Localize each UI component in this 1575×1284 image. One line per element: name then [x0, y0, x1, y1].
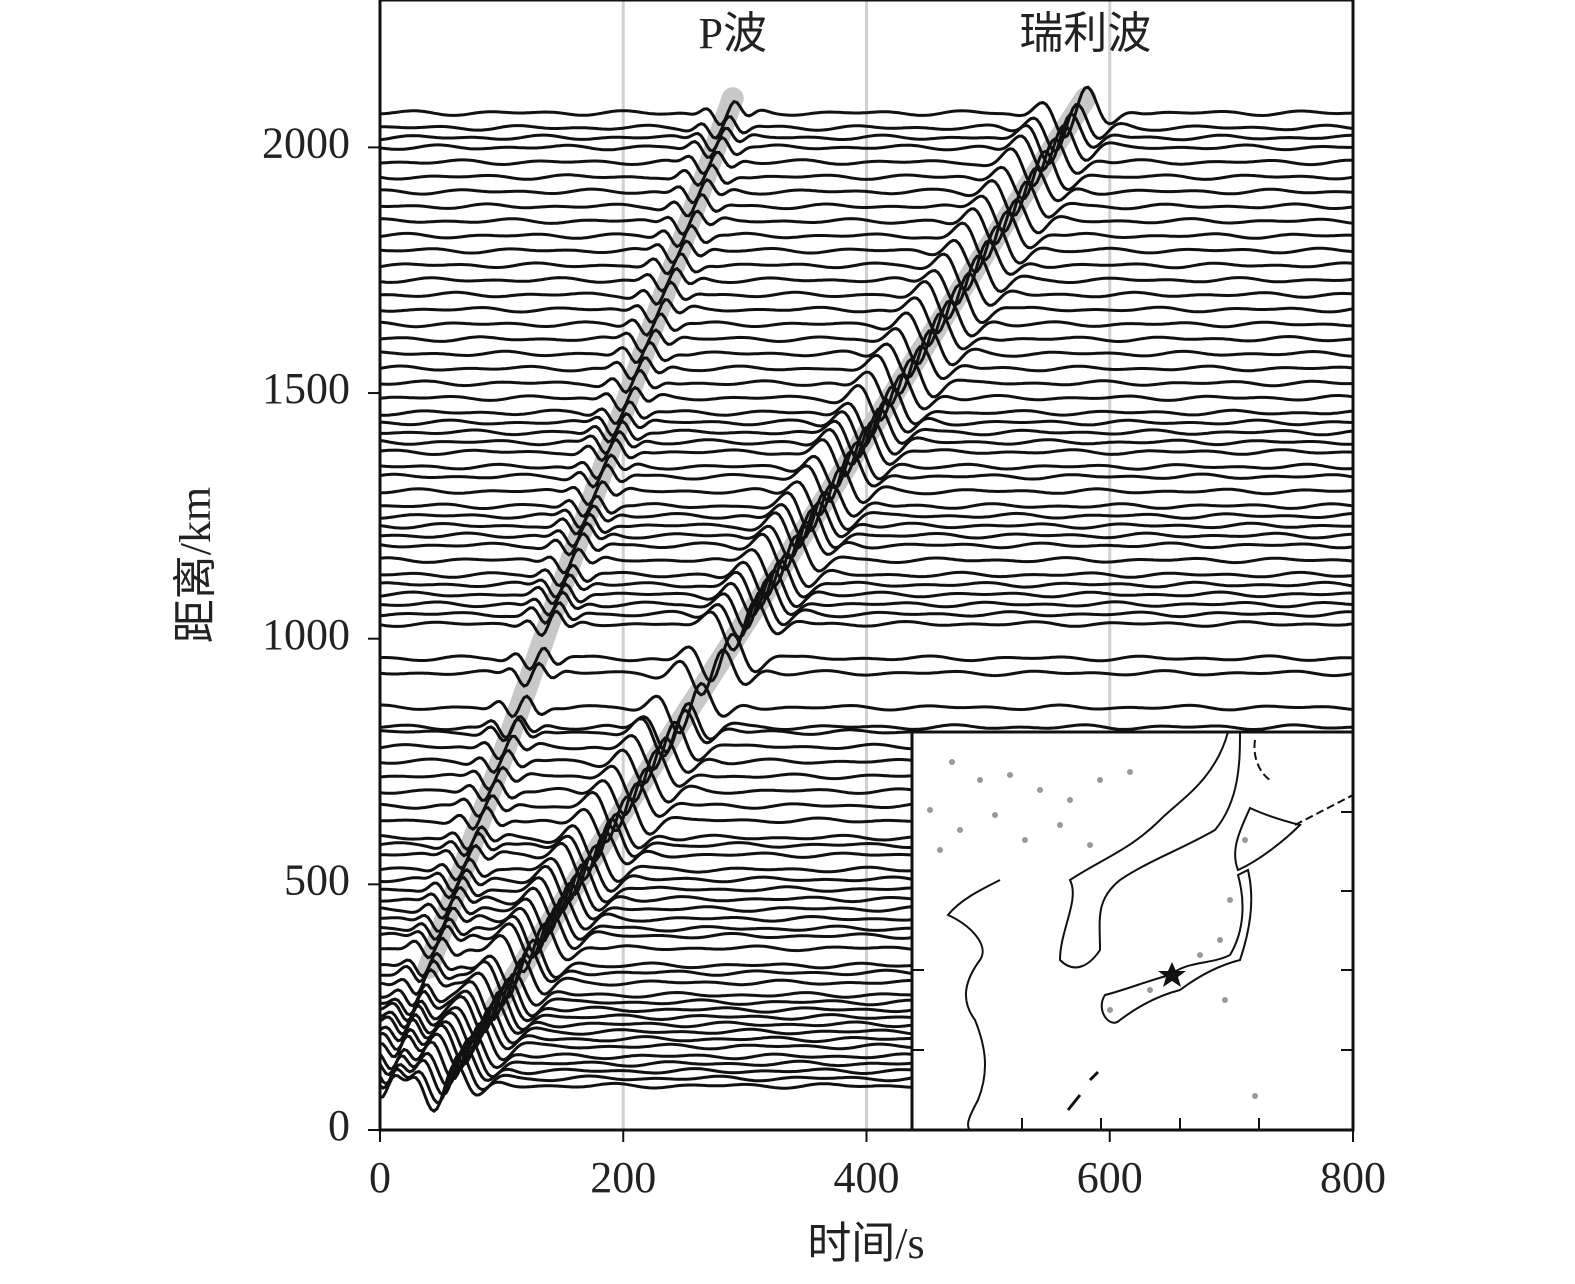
trace: [380, 466, 1353, 517]
trace: [380, 558, 1353, 611]
trace: [380, 1021, 912, 1072]
trace: [380, 552, 1353, 599]
trace: [380, 1051, 912, 1105]
trace: [380, 976, 912, 1027]
trace: [380, 1005, 912, 1058]
trace: [380, 569, 1352, 618]
trace: [380, 449, 1353, 503]
trace: [380, 748, 912, 804]
trace: [380, 856, 912, 904]
trace: [380, 938, 912, 990]
trace: [380, 648, 1353, 697]
trace: [380, 254, 1353, 307]
trace: [380, 123, 1352, 172]
x-axis-label: 时间/s: [807, 1219, 924, 1268]
trace: [380, 882, 912, 936]
trace: [380, 708, 911, 758]
y-axis-label: 距离/km: [171, 487, 220, 643]
trace: [380, 329, 1353, 380]
x-tick-label: 400: [834, 1153, 900, 1202]
trace: [380, 311, 1353, 366]
trace: [380, 894, 912, 945]
trace: [380, 1015, 911, 1067]
trace: [380, 921, 912, 974]
y-tick-label: 500: [284, 855, 350, 904]
trace: [380, 766, 912, 816]
trace: [380, 999, 912, 1051]
trace: [380, 166, 1353, 218]
trace: [380, 345, 1353, 396]
trace: [380, 180, 1353, 234]
phase-label: 瑞利波: [1019, 9, 1151, 58]
trace: [380, 103, 1353, 153]
y-tick-label: 0: [328, 1101, 350, 1150]
inset-map: [910, 730, 1355, 1132]
trace: [380, 520, 1353, 572]
x-tick-label: 800: [1320, 1153, 1386, 1202]
trace: [380, 957, 911, 1009]
trace: [380, 984, 912, 1034]
trace: [380, 533, 1353, 587]
y-tick-label: 1500: [262, 364, 350, 413]
phase-label: P波: [698, 9, 766, 58]
trace: [380, 209, 1353, 262]
trace: [380, 598, 1353, 652]
trace: [380, 501, 1353, 551]
trace: [380, 384, 1353, 439]
trace: [380, 862, 912, 915]
trace: [380, 989, 912, 1041]
trace: [380, 283, 1353, 335]
x-tick-label: 0: [369, 1153, 391, 1202]
x-tick-label: 200: [590, 1153, 656, 1202]
trace: [380, 720, 912, 772]
trace: [380, 239, 1353, 292]
trace: [380, 137, 1352, 188]
trace: [380, 781, 912, 833]
trace: [380, 817, 911, 871]
trace: [380, 971, 911, 1021]
trace: [380, 398, 1353, 448]
trace: [380, 490, 1353, 541]
trace: [380, 407, 1353, 460]
trace: [380, 903, 911, 957]
trace: [380, 577, 1353, 631]
trace: [380, 681, 1353, 735]
trace: [380, 1062, 912, 1113]
trace: [380, 946, 912, 1000]
y-tick-label: 2000: [262, 118, 350, 167]
trace: [380, 632, 1353, 684]
trace: [380, 874, 912, 923]
trace: [380, 299, 1353, 348]
trace: [380, 113, 1353, 166]
trace: [380, 830, 912, 882]
trace: [380, 85, 1353, 140]
trace: [380, 812, 912, 862]
trace: [380, 912, 912, 960]
trace: [380, 149, 1353, 201]
trace: [380, 272, 1353, 321]
trace: [380, 372, 1353, 422]
trace: [380, 588, 1352, 640]
trace: [380, 357, 1352, 408]
trace: [380, 198, 1353, 247]
trace: [380, 701, 1353, 754]
x-tick-label: 600: [1077, 1153, 1143, 1202]
trace: [380, 440, 1353, 490]
trace: [380, 482, 1353, 533]
trace: [380, 736, 912, 786]
trace: [380, 507, 1353, 560]
trace: [380, 224, 1353, 274]
y-tick-label: 1000: [262, 610, 350, 659]
trace: [380, 795, 911, 845]
